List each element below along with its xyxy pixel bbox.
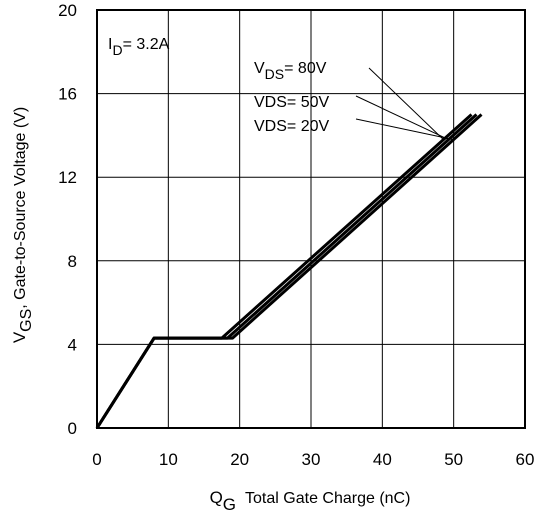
x-tick-label-0: 0	[92, 450, 101, 469]
series-group	[95, 113, 483, 429]
y-axis-label-rest: , Gate-to-Source Voltage (V)	[12, 107, 29, 309]
y-tick-label-4: 4	[68, 335, 77, 354]
y-tick-label-20: 20	[58, 1, 77, 20]
series-label-50v: VDS= 50V	[254, 94, 329, 111]
condition-rest: = 3.2A	[123, 36, 170, 53]
y-axis-label-main: V	[10, 331, 29, 343]
condition-main: I	[108, 36, 112, 53]
y-tick-label-16: 16	[58, 85, 77, 104]
leader-line-1	[355, 95, 449, 141]
x-tick-label-40: 40	[373, 450, 392, 469]
series-label-80v-main: V	[254, 60, 265, 77]
x-axis-label-main: Q	[210, 488, 223, 507]
condition-annotation: ID= 3.2A	[108, 36, 170, 58]
x-axis-label-sub: G	[223, 495, 236, 514]
leader-line-2	[355, 118, 454, 141]
plot-frame	[96, 9, 526, 429]
condition-sub: D	[112, 42, 122, 58]
series-line-2	[95, 113, 483, 429]
y-tick-label-0: 0	[68, 419, 77, 438]
label-leader-lines	[355, 67, 454, 141]
series-label-80v-rest: = 80V	[284, 60, 327, 77]
y-tick-label-8: 8	[68, 252, 77, 271]
x-axis-label-rest: Total Gate Charge (nC)	[245, 490, 410, 507]
y-axis-label-sub: GS	[18, 309, 35, 332]
x-tick-label-50: 50	[444, 450, 463, 469]
x-tick-label-30: 30	[302, 450, 321, 469]
x-tick-label-10: 10	[159, 450, 178, 469]
series-label-20v: VDS= 20V	[254, 118, 329, 135]
series-label-80v-sub: DS	[265, 66, 284, 82]
x-tick-labels: 0 10 20 30 40 50 60	[92, 450, 534, 469]
x-tick-label-60: 60	[516, 450, 535, 469]
y-tick-labels: 0 4 8 12 16 20	[58, 1, 77, 438]
y-tick-label-12: 12	[58, 168, 77, 187]
y-axis-label: VGS, Gate-to-Source Voltage (V)	[10, 107, 35, 343]
series-line-0	[95, 113, 473, 429]
series-label-80v: VDS= 80V	[254, 60, 327, 82]
leader-line-0	[368, 67, 444, 140]
x-tick-label-20: 20	[230, 450, 249, 469]
x-axis-label: QG Total Gate Charge (nC)	[210, 488, 411, 514]
